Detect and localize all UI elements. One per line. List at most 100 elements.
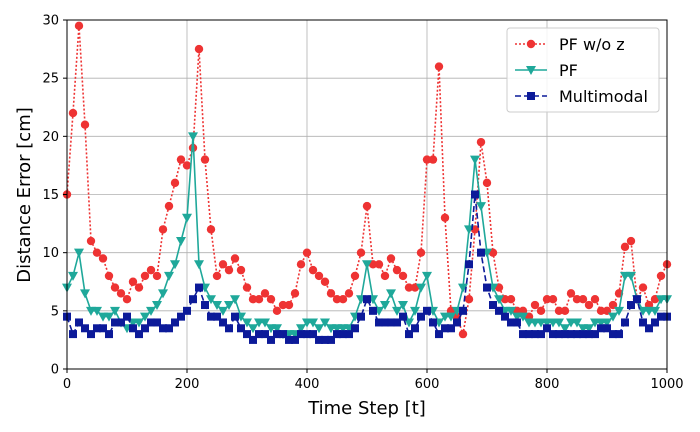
- data-point: [159, 324, 167, 333]
- data-point: [68, 108, 78, 118]
- data-point: [86, 236, 96, 246]
- data-point: [326, 289, 336, 298]
- data-point: [645, 324, 653, 333]
- data-point: [243, 330, 251, 339]
- data-point: [134, 283, 144, 292]
- y-tick-label: 5: [51, 304, 59, 319]
- data-point: [650, 306, 660, 316]
- data-point: [471, 190, 479, 199]
- data-point: [441, 324, 449, 333]
- data-point: [182, 213, 192, 223]
- data-point: [507, 318, 515, 327]
- x-tick-label: 1000: [650, 377, 683, 392]
- data-point: [231, 312, 239, 321]
- data-point: [201, 301, 209, 310]
- data-point: [626, 271, 636, 281]
- data-point: [578, 295, 588, 304]
- data-point: [464, 295, 474, 304]
- data-point: [110, 306, 120, 316]
- data-point: [638, 283, 648, 292]
- data-point: [158, 225, 168, 234]
- data-point: [224, 265, 234, 275]
- data-point: [542, 295, 552, 304]
- data-point: [399, 312, 407, 321]
- data-point: [614, 306, 624, 316]
- data-point: [134, 318, 144, 328]
- data-point: [200, 155, 210, 164]
- data-point: [573, 330, 581, 339]
- data-point: [230, 295, 240, 305]
- data-point: [621, 318, 629, 327]
- data-point: [111, 318, 119, 327]
- data-point: [393, 318, 401, 327]
- data-point: [465, 260, 473, 269]
- y-tick-label: 15: [42, 188, 59, 203]
- data-point: [339, 330, 347, 339]
- data-point: [164, 201, 174, 211]
- data-point: [146, 265, 156, 275]
- data-point: [344, 289, 354, 298]
- data-point: [423, 306, 431, 315]
- data-point: [410, 306, 420, 316]
- data-point: [506, 295, 516, 304]
- series-pf: [62, 132, 672, 340]
- data-point: [225, 324, 233, 333]
- data-point: [308, 318, 318, 328]
- data-point: [572, 318, 582, 328]
- data-point: [297, 330, 305, 339]
- data-point: [560, 324, 570, 334]
- data-point: [374, 260, 384, 269]
- data-point: [656, 271, 666, 281]
- data-point: [261, 330, 269, 339]
- data-point: [458, 329, 468, 339]
- data-point: [560, 306, 570, 316]
- data-point: [494, 295, 504, 305]
- data-point: [92, 306, 102, 316]
- data-point: [314, 271, 324, 281]
- data-point: [117, 318, 125, 327]
- data-point: [531, 330, 539, 339]
- data-point: [608, 312, 618, 322]
- data-point: [620, 242, 630, 252]
- data-point: [176, 155, 186, 164]
- data-point: [296, 260, 306, 269]
- data-point: [476, 202, 486, 212]
- data-point: [333, 330, 341, 339]
- legend: PF w/o z PF Multimodal: [506, 27, 660, 113]
- data-point: [447, 324, 455, 333]
- data-point: [236, 265, 246, 275]
- data-point: [392, 306, 402, 316]
- data-point: [116, 289, 126, 298]
- data-point: [422, 271, 432, 281]
- data-point: [80, 120, 90, 129]
- data-point: [404, 283, 414, 292]
- y-tick-label: 30: [42, 14, 59, 29]
- data-point: [255, 330, 263, 339]
- data-point: [213, 312, 221, 321]
- data-point: [579, 330, 587, 339]
- data-point: [152, 301, 162, 311]
- data-point: [530, 300, 540, 310]
- data-point: [362, 260, 372, 270]
- legend-entry: Multimodal: [515, 87, 648, 106]
- data-point: [350, 271, 360, 281]
- data-point: [591, 330, 599, 339]
- legend-marker: [526, 66, 536, 75]
- data-point: [363, 295, 371, 304]
- data-point: [170, 260, 180, 270]
- data-point: [194, 260, 204, 270]
- data-point: [327, 335, 335, 344]
- data-point: [398, 271, 408, 281]
- data-point: [428, 155, 438, 164]
- data-point: [177, 312, 185, 321]
- data-point: [537, 330, 545, 339]
- data-point: [206, 225, 216, 234]
- data-point: [104, 312, 114, 322]
- data-point: [555, 330, 563, 339]
- tick-labels: 0 200 400 600 800 1000 0 5 10 15 20 25 30: [42, 14, 683, 393]
- data-point: [146, 306, 156, 316]
- data-point: [440, 213, 450, 222]
- data-point: [404, 318, 414, 328]
- data-point: [285, 335, 293, 344]
